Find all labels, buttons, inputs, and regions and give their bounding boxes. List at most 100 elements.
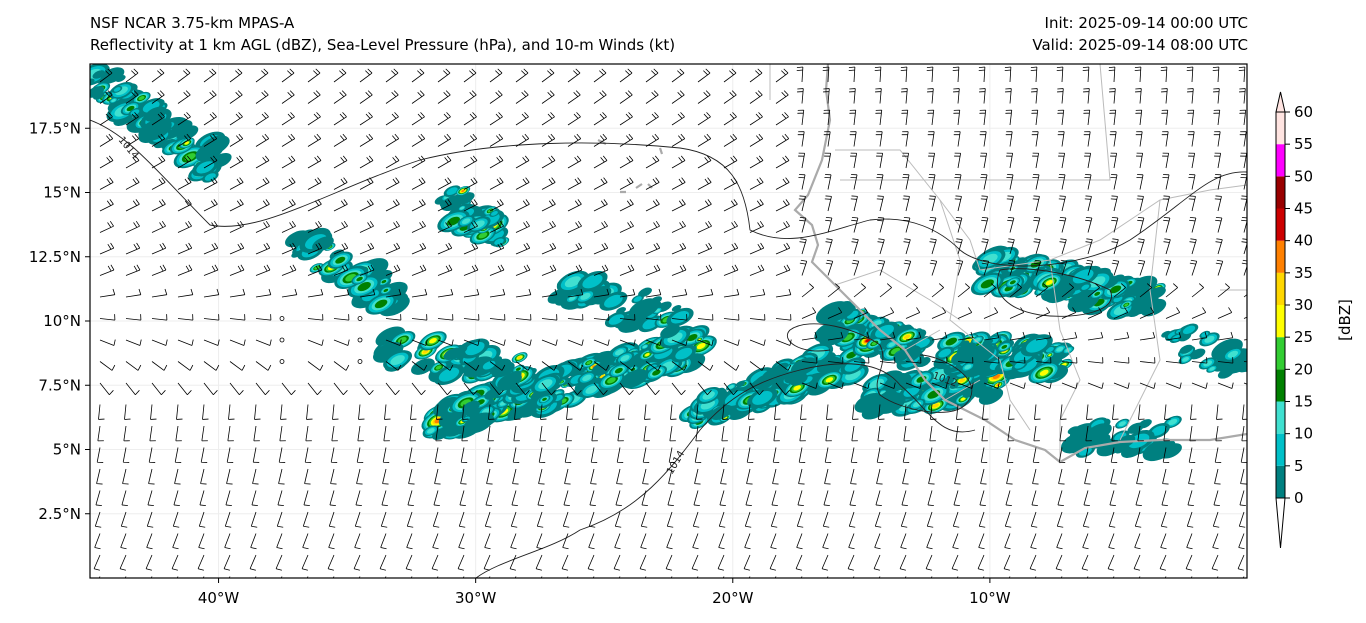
wind-barb [1110, 152, 1118, 169]
reflectivity-cell [620, 354, 630, 362]
reflectivity-cell [517, 356, 522, 359]
wind-barb [1165, 307, 1181, 319]
wind-barb [1058, 195, 1066, 212]
wind-barb [1189, 238, 1197, 255]
reflectivity-cell [912, 401, 922, 408]
colorbar-tick-label: 10 [1294, 425, 1313, 443]
wind-barb [411, 90, 425, 104]
wind-barb [691, 554, 699, 571]
wind-barb [1003, 554, 1011, 571]
wind-barb [485, 490, 492, 507]
wind-barb [616, 468, 623, 485]
wind-barb [250, 533, 257, 550]
reflectivity-cell [607, 377, 616, 384]
wind-barb [411, 112, 425, 126]
wind-barb [145, 554, 153, 571]
wind-barb [954, 174, 962, 190]
wind-barb [515, 339, 532, 346]
reflectivity-cell [443, 347, 462, 361]
wind-barb [411, 242, 427, 255]
wind-barb [1215, 216, 1223, 233]
wind-barb [307, 288, 324, 298]
wind-barb [463, 314, 480, 321]
wind-barb [799, 238, 807, 255]
wind-barb [255, 199, 270, 212]
wind-barb [515, 112, 529, 126]
calm-wind-circle [357, 337, 363, 343]
wind-barb [172, 511, 180, 528]
wind-barb [849, 490, 856, 507]
wind-barb [953, 109, 961, 126]
wind-barb [307, 177, 322, 190]
wind-barb [150, 576, 153, 578]
y-axis-ticks: 17.5°N 15°N 12.5°N 10°N 7.5°N 5°N 2.5°N [29, 119, 90, 523]
wind-barb [510, 511, 518, 528]
calm-wind-circle [357, 316, 363, 321]
wind-barb [1139, 331, 1156, 341]
reflectivity-cell [429, 337, 437, 344]
reflectivity-cell [675, 347, 693, 360]
wind-barb [411, 314, 428, 321]
wind-barb [1216, 576, 1219, 578]
wind-barb [281, 112, 295, 126]
wind-barb [1217, 331, 1234, 341]
map-area: 1014 1014 1012 [90, 64, 1259, 578]
wind-barb [329, 490, 336, 507]
wind-barb [1135, 131, 1143, 147]
wind-barb [410, 404, 417, 420]
y-tick-label: 10°N [43, 312, 81, 330]
wind-barb [458, 533, 465, 550]
wind-barb [303, 490, 310, 507]
wind-barb [121, 490, 128, 507]
wind-barb [407, 490, 414, 507]
wind-barb [721, 425, 728, 442]
wind-barb [567, 199, 582, 212]
wind-barb [97, 425, 104, 442]
wind-barb [1032, 174, 1040, 190]
wind-barb [359, 133, 374, 147]
reflectivity-cell [1247, 355, 1259, 365]
wind-barb [1187, 88, 1194, 104]
wind-barb [978, 66, 986, 83]
isobar-label: 1014 [665, 449, 687, 477]
wind-barb [619, 220, 634, 233]
wind-barb [1162, 152, 1170, 169]
wind-barb [177, 68, 191, 83]
wind-barb [99, 288, 116, 298]
wind-barb [925, 554, 933, 571]
wind-barb [354, 533, 361, 550]
wind-barb [458, 511, 466, 528]
wind-barb [1033, 425, 1040, 442]
wind-barb [902, 174, 910, 190]
wind-barb [1139, 357, 1156, 364]
wind-barb [592, 576, 595, 578]
colorbar-swatch [1276, 272, 1285, 305]
wind-barb [901, 490, 908, 507]
wind-barb [774, 404, 781, 420]
wind-barb [384, 576, 387, 578]
wind-barb [306, 576, 309, 578]
wind-barb [255, 361, 272, 371]
wind-barb [203, 264, 219, 276]
colorbar-swatch [1276, 112, 1285, 145]
reflectivity-cell [960, 397, 966, 401]
wind-barb [255, 264, 271, 276]
wind-barb [99, 339, 116, 346]
wind-barb [1159, 554, 1167, 571]
wind-barb [1160, 511, 1168, 528]
reflectivity-cell [945, 337, 957, 346]
wind-barb [1084, 468, 1091, 485]
wind-barb [927, 88, 934, 104]
wind-barb [901, 109, 909, 126]
wind-barb [901, 131, 909, 147]
wind-barb [1030, 533, 1037, 550]
wind-barb [354, 511, 362, 528]
wind-barb [566, 576, 569, 578]
wind-barb [1030, 511, 1038, 528]
wind-barb [952, 533, 959, 550]
wind-barb [98, 576, 101, 578]
wind-barb [800, 576, 803, 578]
wind-barb [1190, 576, 1193, 578]
wind-barb [538, 468, 545, 485]
wind-barb [775, 264, 791, 276]
